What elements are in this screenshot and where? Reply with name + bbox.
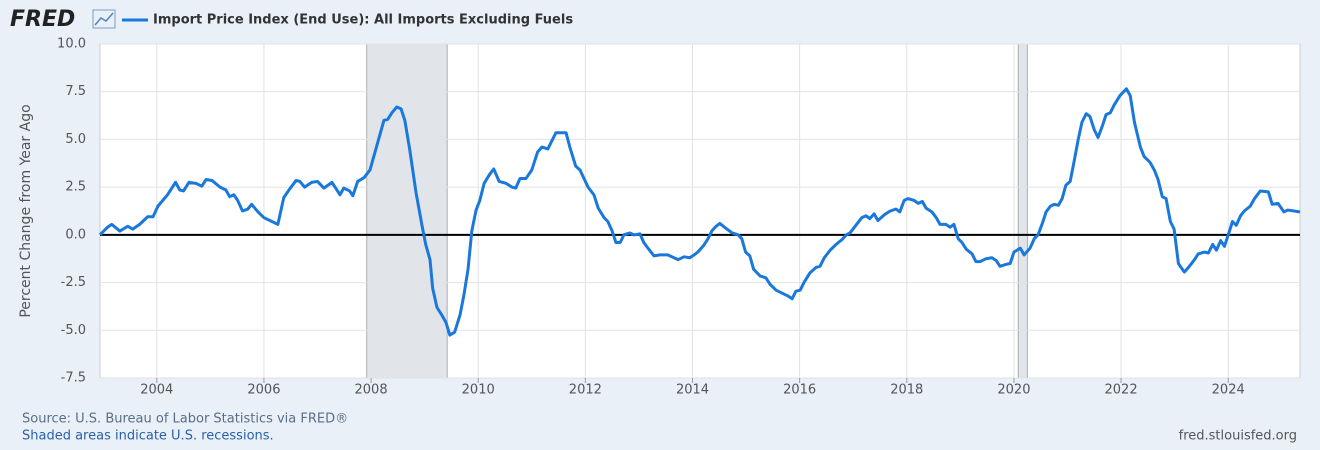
x-tick-label: 2018 — [890, 383, 923, 398]
logo-icon — [92, 9, 116, 29]
y-tick-label: 5.0 — [65, 132, 86, 147]
y-tick-label: 0.0 — [65, 227, 86, 242]
data-line — [98, 87, 1301, 337]
logo-icon-line — [94, 12, 114, 26]
y-tick-label: 7.5 — [65, 84, 86, 99]
x-tick-label: 2010 — [462, 383, 495, 398]
recession-band — [366, 43, 448, 379]
x-tick-label: 2008 — [355, 383, 388, 398]
x-tick-label: 2006 — [247, 383, 280, 398]
legend-label: Import Price Index (End Use): All Import… — [153, 13, 573, 28]
logo: FRED — [10, 7, 75, 32]
y-tick-label: -5.0 — [61, 323, 86, 338]
y-axis-label: Percent Change from Year Ago — [18, 104, 34, 317]
x-tick-label: 2004 — [140, 383, 173, 398]
y-tick-label: 2.5 — [65, 180, 86, 195]
x-tick-label: 2022 — [1105, 383, 1138, 398]
recession-band — [1017, 43, 1028, 379]
x-tick-label: 2014 — [676, 383, 709, 398]
x-tick-label: 2020 — [997, 383, 1030, 398]
plot — [98, 43, 1301, 379]
y-tick-label: -7.5 — [61, 371, 86, 386]
y-tick-label: -2.5 — [61, 275, 86, 290]
x-tick-label: 2012 — [569, 383, 602, 398]
x-tick-label: 2016 — [783, 383, 816, 398]
url: fred.stlouisfed.org — [1179, 429, 1297, 444]
y-tick-label: 10.0 — [57, 37, 86, 52]
plot-area — [99, 43, 1301, 379]
x-tick-label: 2024 — [1212, 383, 1245, 398]
note: Shaded areas indicate U.S. recessions. — [22, 429, 274, 444]
source: Source: U.S. Bureau of Labor Statistics … — [22, 412, 348, 427]
